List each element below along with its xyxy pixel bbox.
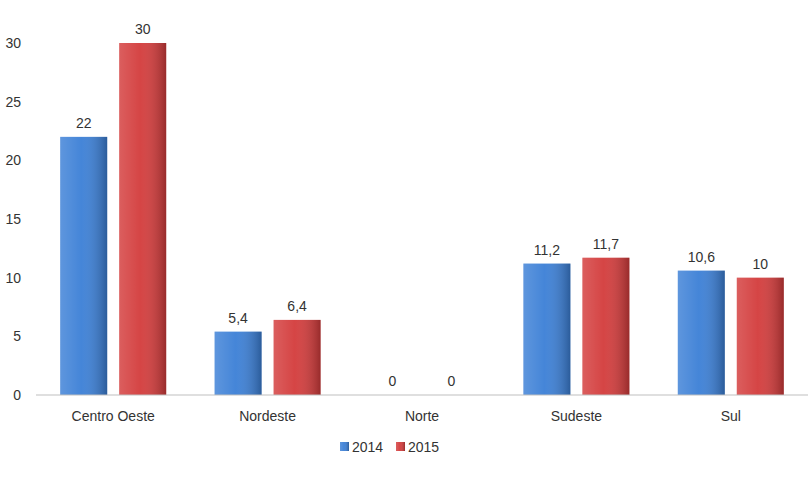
y-tick-label: 15 <box>5 211 21 227</box>
bar-shading <box>737 278 784 395</box>
y-tick-label: 20 <box>5 152 21 168</box>
legend-swatch-shading <box>340 442 349 451</box>
bar-shading <box>119 43 166 395</box>
data-label: 10,6 <box>688 249 715 265</box>
y-tick-label: 25 <box>5 94 21 110</box>
legend-label: 2015 <box>408 439 439 455</box>
data-label: 0 <box>389 373 397 389</box>
x-tick-label: Sul <box>721 408 741 424</box>
y-tick-label: 10 <box>5 270 21 286</box>
bar-shading <box>274 320 321 395</box>
data-label: 22 <box>76 115 92 131</box>
x-tick-label: Centro Oeste <box>72 408 155 424</box>
x-tick-label: Norte <box>405 408 439 424</box>
bar-shading <box>60 137 107 395</box>
bar <box>119 43 166 395</box>
x-tick-label: Nordeste <box>239 408 296 424</box>
y-tick-label: 5 <box>13 328 21 344</box>
y-tick-label: 0 <box>13 387 21 403</box>
data-label: 0 <box>448 373 456 389</box>
legend: 2014 2015 <box>340 439 439 455</box>
legend-swatch <box>396 442 405 451</box>
data-labels: 22 5,4 0 11,2 10,6 30 6,4 0 11,7 10 <box>76 21 768 389</box>
bar <box>523 264 570 395</box>
chart: 0 5 10 15 20 25 30 22 5,4 0 11,2 10,6 30 6,4 0 11,7 10 Ce… <box>0 0 808 478</box>
data-label: 5,4 <box>228 310 248 326</box>
data-label: 6,4 <box>287 298 307 314</box>
data-label: 11,2 <box>534 242 560 258</box>
bar <box>215 332 262 395</box>
bar-shading <box>215 332 262 395</box>
bar-shading <box>582 258 629 395</box>
bar <box>274 320 321 395</box>
x-tick-label: Sudeste <box>551 408 603 424</box>
bar <box>678 271 725 395</box>
bar <box>582 258 629 395</box>
chart-container: 0 5 10 15 20 25 30 22 5,4 0 11,2 10,6 30 6,4 0 11,7 10 Ce… <box>0 0 808 478</box>
bars <box>60 43 784 395</box>
x-axis-line <box>36 395 808 396</box>
bar-shading <box>523 264 570 395</box>
y-tick-label: 30 <box>5 35 21 51</box>
bar <box>60 137 107 395</box>
data-label: 10 <box>753 256 769 272</box>
legend-label: 2014 <box>352 439 383 455</box>
bar-shading <box>678 271 725 395</box>
data-label: 30 <box>135 21 151 37</box>
data-label: 11,7 <box>593 236 619 252</box>
legend-swatch <box>340 442 349 451</box>
legend-swatch-shading <box>396 442 405 451</box>
bar <box>737 278 784 395</box>
